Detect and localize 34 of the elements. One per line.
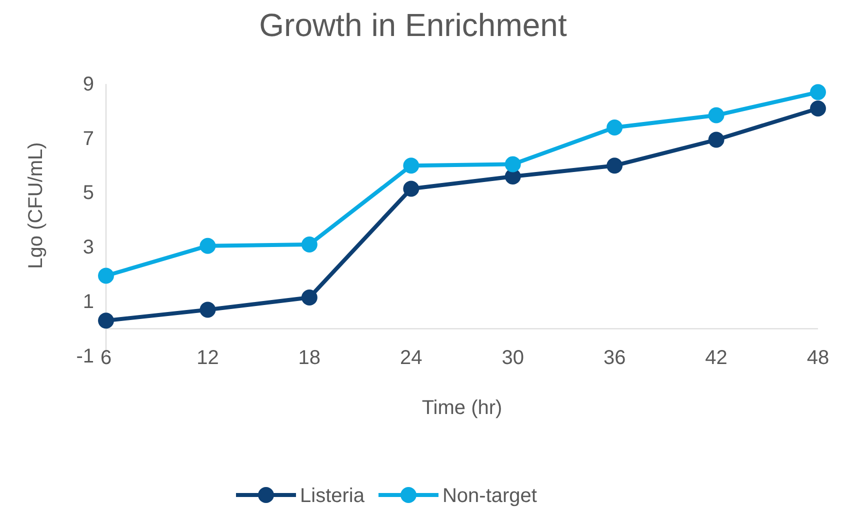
x-tick-label: 36 — [603, 347, 626, 370]
chart-title: Growth in Enrichment — [259, 7, 567, 43]
point — [606, 158, 623, 174]
x-tick-label: 42 — [705, 347, 728, 370]
point — [708, 132, 724, 148]
point — [403, 180, 420, 197]
point — [810, 84, 826, 100]
y-tick-label: -1 — [76, 345, 94, 368]
y-axis-title: Lgo (CFU/mL) — [25, 142, 47, 269]
legend-label: Non-target — [442, 485, 538, 507]
point — [200, 238, 216, 254]
y-tick-label: 3 — [82, 236, 94, 259]
x-tick-label: 6 — [100, 347, 112, 370]
x-axis-title: Time (hr) — [422, 397, 502, 419]
y-tick-label: 1 — [82, 291, 94, 313]
point — [606, 120, 623, 136]
point — [301, 290, 318, 306]
point — [504, 156, 521, 172]
y-tick-label: 5 — [82, 182, 94, 204]
x-tick-label: 18 — [298, 347, 321, 370]
point — [403, 158, 420, 174]
legend-label: Listeria — [300, 485, 366, 507]
point — [708, 107, 724, 124]
y-tick-label: 9 — [82, 73, 94, 96]
x-tick-label: 30 — [502, 347, 524, 370]
x-tick-label: 24 — [400, 347, 422, 370]
point — [98, 312, 114, 329]
x-tick-label: 48 — [806, 347, 830, 370]
point — [301, 236, 318, 252]
y-tick-label: 7 — [82, 128, 94, 150]
x-tick-label: 12 — [196, 347, 219, 370]
point — [98, 268, 114, 284]
point — [810, 100, 826, 116]
point — [200, 302, 216, 318]
